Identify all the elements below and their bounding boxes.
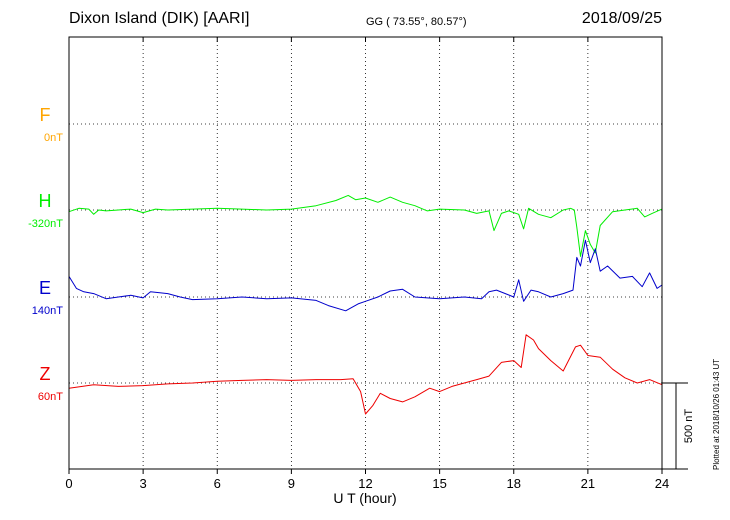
grid-lines — [69, 37, 662, 469]
series-name-f: F — [40, 105, 51, 125]
x-tick-label: 6 — [214, 476, 221, 491]
series-baseline-f: 0nT — [44, 132, 63, 144]
scale-bar: 500 nT — [662, 382, 695, 470]
x-tick-label: 21 — [581, 476, 595, 491]
plotted-timestamp: Plotted at 2018/10/26 01:43 UT — [712, 358, 721, 470]
series-labels: F 0nT H -320nT E 140nT Z 60nT — [28, 105, 63, 403]
x-tick-label: 24 — [655, 476, 669, 491]
series-baseline-z: 60nT — [38, 391, 63, 403]
series-name-z: Z — [40, 364, 51, 384]
station-coordinates: GG ( 73.55°, 80.57°) — [366, 16, 467, 28]
x-tick-label: 3 — [140, 476, 147, 491]
series-baseline-h: -320nT — [28, 218, 63, 230]
series-line-z — [68, 334, 663, 415]
x-tick-label: 15 — [432, 476, 446, 491]
series-line-h — [68, 194, 663, 257]
x-tick-label: 9 — [288, 476, 295, 491]
scale-bar-label: 500 nT — [683, 409, 695, 444]
series-name-h: H — [39, 191, 52, 211]
chart-title: Dixon Island (DIK) [AARI] — [69, 10, 250, 27]
x-tick-label: 0 — [65, 476, 72, 491]
series-name-e: E — [39, 278, 51, 298]
data-traces — [68, 194, 663, 415]
series-line-e — [68, 239, 663, 312]
x-tick-label: 18 — [507, 476, 521, 491]
series-baseline-e: 140nT — [32, 305, 63, 317]
x-tick-label: 12 — [358, 476, 372, 491]
chart-date: 2018/09/25 — [581, 10, 662, 27]
x-axis-label: U T (hour) — [333, 490, 396, 506]
x-axis-ticks: 0 3 6 9 12 15 18 21 24 — [65, 37, 669, 491]
